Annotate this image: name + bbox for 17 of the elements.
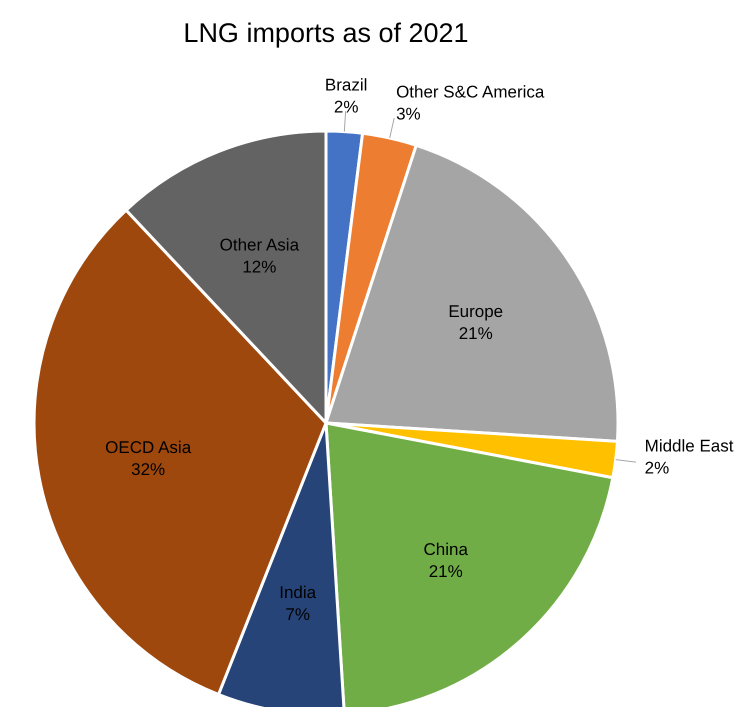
data-label: 2% (644, 458, 670, 478)
data-label: 3% (396, 104, 421, 124)
slice-label: Brazil (324, 75, 368, 94)
slice-label: India (279, 582, 317, 602)
data-label: 2% (334, 97, 358, 116)
slice-label: Middle East (644, 436, 734, 456)
slice-label: OECD Asia (105, 438, 192, 457)
data-label: 21% (428, 562, 463, 581)
slice-label: Other Asia (220, 236, 300, 255)
slice-label: Europe (448, 302, 504, 322)
data-label: 32% (131, 460, 166, 479)
data-label: 21% (458, 324, 493, 344)
data-label: 7% (285, 604, 310, 624)
slice-label: Other S&C America (396, 82, 545, 102)
slice-label: China (424, 540, 468, 559)
chart-title: LNG imports as of 2021 (183, 18, 469, 48)
data-label: 12% (242, 258, 276, 277)
